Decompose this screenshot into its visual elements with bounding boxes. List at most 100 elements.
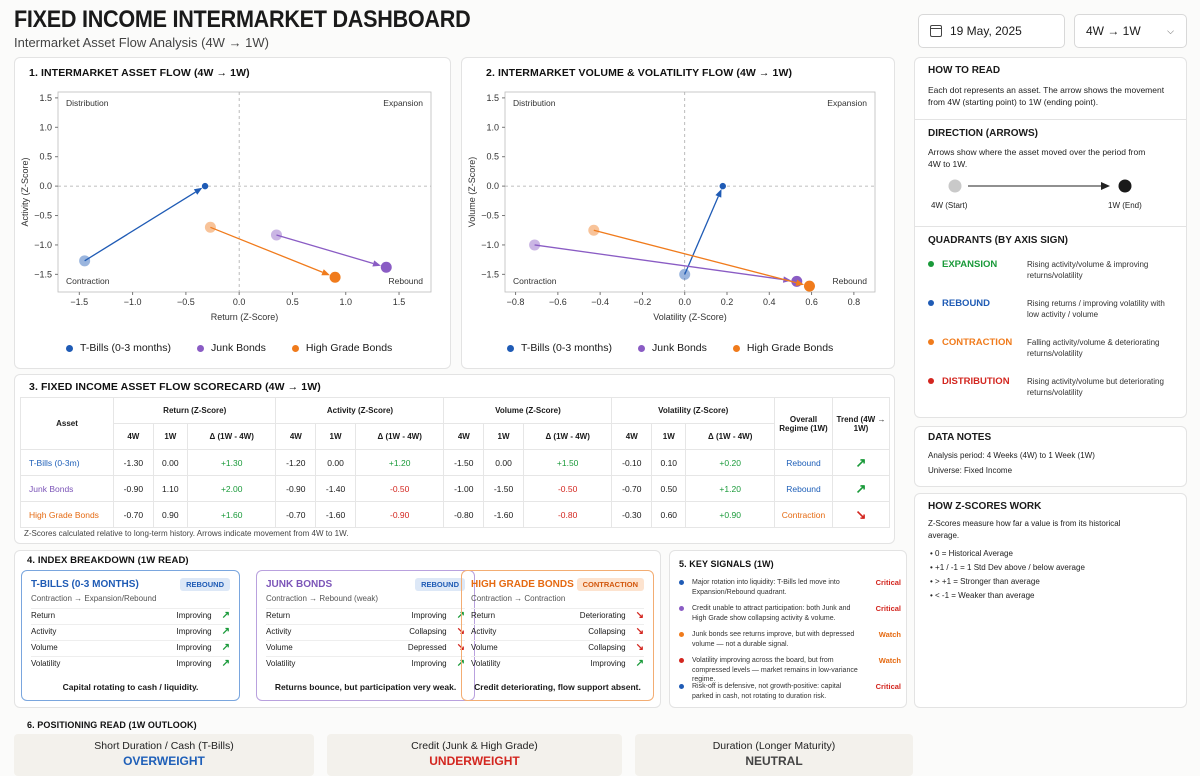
x-tick-label: 0.6: [805, 297, 818, 307]
x-tick-label: 1.5: [393, 297, 406, 307]
index-metric-row: Return Deteriorating ↘: [471, 608, 644, 622]
trend-arrow-icon: ↘: [456, 626, 465, 637]
how-text: Each dot represents an asset. The arrow …: [928, 85, 1165, 107]
metric-status: Improving: [411, 659, 447, 668]
quadrant-label: Contraction: [513, 276, 557, 286]
how-title: HOW TO READ: [928, 65, 1001, 76]
signal-level: Critical: [875, 682, 901, 691]
series-arrow: [534, 244, 784, 281]
legend-junk-dot: [197, 344, 205, 352]
trend-arrow-icon: ↗: [832, 475, 890, 502]
col-sub: 4W: [443, 423, 485, 450]
positioning-value: NEUTRAL: [745, 754, 803, 768]
trend-arrow-icon: ↗: [221, 658, 230, 669]
metric-status: Collapsing: [588, 643, 626, 652]
chevron-down-icon: ⌵: [1167, 25, 1174, 36]
score-cell: -0.90: [354, 501, 445, 528]
col-sub: 4W: [113, 423, 154, 450]
index-card-summary: Returns bounce, but participation very w…: [274, 682, 457, 692]
x-tick-label: −1.5: [70, 297, 88, 307]
col-asset: Asset: [20, 397, 114, 450]
x-axis-label: Volatility (Z-Score): [653, 312, 727, 322]
asset-name: High Grade Bonds: [20, 501, 114, 528]
score-cell: 0.50: [651, 475, 687, 502]
zscore-panel: [914, 493, 1187, 708]
y-tick-label: −1.0: [34, 240, 52, 250]
y-axis-label: Activity (Z-Score): [20, 157, 30, 226]
quadrant-label: Distribution: [66, 98, 109, 108]
quadrants-title: QUADRANTS (BY AXIS SIGN): [928, 235, 1069, 246]
start-dot: [948, 179, 962, 193]
legend2-hg: High Grade Bonds: [746, 342, 834, 354]
score-cell: -1.50: [483, 475, 524, 502]
date-picker[interactable]: 19 May, 2025: [918, 14, 1065, 48]
positioning-label: Credit (Junk & High Grade): [411, 740, 538, 752]
signal-item: Volatility improving across the board, b…: [679, 656, 901, 685]
signal-item: Credit unable to attract participation: …: [679, 604, 901, 623]
chart1-panel: [14, 57, 451, 369]
index-metric-row: Return Improving ↗: [31, 608, 230, 622]
chart2-title: 2. INTERMARKET VOLUME & VOLATILITY FLOW …: [486, 67, 793, 79]
x-tick-label: 0.0: [233, 297, 246, 307]
regime-badge: REBOUND: [180, 578, 230, 591]
y-tick-label: 1.5: [486, 93, 499, 103]
quadrant-label: Rebound: [832, 276, 867, 286]
scorecard-table: Asset Return (Z-Score) Activity (Z-Score…: [20, 397, 890, 528]
y-tick-label: −0.5: [481, 211, 499, 221]
scorecard-row: High Grade Bonds -0.70 0.90 +1.60 -0.70 -1.60…: [20, 501, 890, 528]
index-card-path: Contraction → Expansion/Rebound: [31, 594, 157, 603]
period-select[interactable]: 4W → 1W ⌵: [1074, 14, 1187, 48]
col-regime: Overall Regime (1W): [774, 397, 833, 450]
notes-line: Universe: Fixed Income: [928, 466, 1013, 475]
trend-arrow-icon: ↗: [221, 626, 230, 637]
x-tick-label: 1.0: [339, 297, 352, 307]
metric-status: Improving: [590, 659, 626, 668]
score-cell: -1.00: [443, 475, 485, 502]
col-sub: 1W: [483, 423, 524, 450]
trend-arrow-icon: ↗: [221, 610, 230, 621]
quadrant-row: EXPANSION Rising activity/volume & impro…: [928, 259, 1173, 281]
x-tick-label: 0.8: [848, 297, 861, 307]
quadrant-row: REBOUND Rising returns / improving volat…: [928, 298, 1173, 320]
trend-arrow-icon: ↘: [456, 642, 465, 653]
score-cell: -0.50: [354, 475, 445, 502]
index-card-summary: Capital rotating to cash / liquidity.: [62, 682, 199, 692]
quadrant-desc: Rising activity/volume but deteriorating…: [1027, 377, 1164, 397]
quadrant-dot: [928, 261, 934, 267]
quadrant-name: EXPANSION: [942, 259, 998, 270]
score-cell: +1.20: [354, 449, 445, 476]
series-arrow: [210, 226, 323, 273]
series-end-point: [803, 280, 815, 292]
metric-status: Deteriorating: [579, 611, 626, 620]
chart2-legend: T-Bills (0-3 months) Junk Bonds High Gra…: [507, 342, 859, 354]
score-cell: 0.00: [483, 449, 524, 476]
notes-line: Analysis period: 4 Weeks (4W) to 1 Week …: [928, 451, 1095, 460]
positioning-label: Short Duration / Cash (T-Bills): [94, 740, 234, 752]
col-group-activity: Activity (Z-Score): [275, 397, 445, 424]
end-dot: [1118, 179, 1132, 193]
signal-dot: [679, 684, 684, 689]
legend2-tbills-dot: [507, 344, 514, 352]
scorecard-note: Z-Scores calculated relative to long-ter…: [24, 529, 349, 538]
metric-status: Collapsing: [588, 627, 626, 636]
index-metric-row: Activity Improving ↗: [31, 624, 230, 638]
y-axis-label: Volume (Z-Score): [467, 157, 477, 228]
score-cell: -1.60: [315, 501, 356, 528]
y-tick-label: −1.0: [481, 240, 499, 250]
metric-status: Improving: [176, 611, 212, 620]
index-title: 4. INDEX BREAKDOWN (1W READ): [27, 555, 189, 566]
score-cell: -0.50: [522, 475, 613, 502]
date-value: 19 May, 2025: [950, 24, 1022, 38]
quadrant-row: DISTRIBUTION Rising activity/volume but …: [928, 376, 1173, 398]
y-tick-label: 1.5: [39, 93, 52, 103]
index-metric-row: Volatility Improving ↗: [471, 656, 644, 670]
col-group-return: Return (Z-Score): [112, 397, 277, 424]
signal-text: Credit unable to attract participation: …: [692, 605, 851, 622]
metric-label: Volume: [471, 643, 498, 652]
period-value: 4W → 1W: [1086, 24, 1141, 38]
col-sub: 4W: [611, 423, 653, 450]
positioning-title: 6. POSITIONING READ (1W OUTLOOK): [27, 720, 197, 730]
signal-dot: [679, 658, 684, 663]
y-tick-label: 0.5: [486, 152, 499, 162]
index-metric-row: Return Improving ↗: [266, 608, 465, 622]
